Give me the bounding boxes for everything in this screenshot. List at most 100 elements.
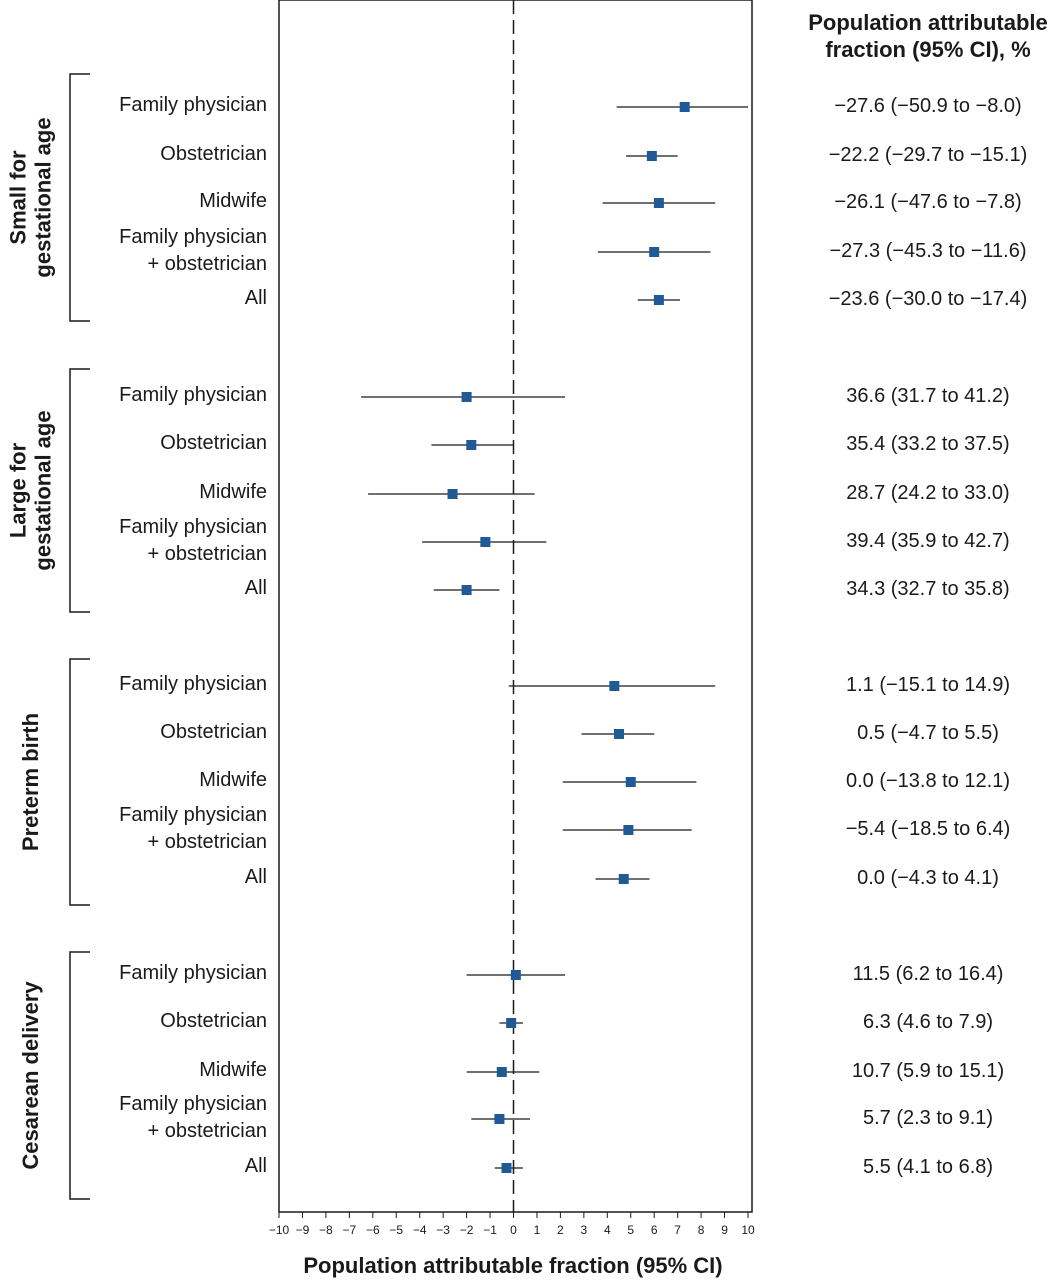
row-label: Family physician bbox=[119, 962, 267, 984]
x-tick-label: 8 bbox=[698, 1223, 705, 1237]
forest-row: Midwife −26.1 (−47.6 to −7.8) bbox=[199, 190, 1021, 213]
row-label: Family physician bbox=[119, 1093, 267, 1115]
row-label: Midwife bbox=[199, 769, 267, 791]
x-tick-label: 4 bbox=[604, 1223, 611, 1237]
row-label: All bbox=[245, 577, 267, 599]
forest-row: Family physician −27.6 (−50.9 to −8.0) bbox=[119, 94, 1022, 117]
group-bracket bbox=[69, 658, 90, 906]
point-estimate-marker bbox=[679, 102, 690, 112]
point-estimate-marker bbox=[625, 777, 636, 787]
point-estimate-marker bbox=[494, 1114, 505, 1124]
row-label: Family physician bbox=[119, 673, 267, 695]
x-tick-label: 6 bbox=[651, 1223, 658, 1237]
pafv-value: 35.4 (33.2 to 37.5) bbox=[846, 433, 1009, 455]
group-label: Small forgestational age bbox=[6, 117, 56, 277]
row-label: + obstetrician bbox=[147, 543, 267, 565]
x-axis-title: Population attributable fraction (95% CI… bbox=[303, 1253, 722, 1278]
point-estimate-marker bbox=[653, 198, 664, 208]
pafv-value: −23.6 (−30.0 to −17.4) bbox=[829, 288, 1028, 310]
forest-row: All −23.6 (−30.0 to −17.4) bbox=[245, 287, 1027, 310]
forest-row: Family physician + obstetrician −27.3 (−45… bbox=[119, 226, 1026, 275]
pafv-value: 0.0 (−4.3 to 4.1) bbox=[857, 867, 999, 889]
row-label: Family physician bbox=[119, 94, 267, 116]
row-label: + obstetrician bbox=[147, 1120, 267, 1142]
group: Cesarean delivery Family physician 11.5 (6… bbox=[18, 951, 1004, 1200]
point-estimate-marker bbox=[646, 151, 657, 161]
groups: Small forgestational age Family physician… bbox=[6, 73, 1027, 1200]
pafv-value: 36.6 (31.7 to 41.2) bbox=[846, 385, 1009, 407]
row-label: Midwife bbox=[199, 481, 267, 503]
pafv-value: 28.7 (24.2 to 33.0) bbox=[846, 482, 1009, 504]
pafv-value: −22.2 (−29.7 to −15.1) bbox=[829, 144, 1028, 166]
x-tick-label: −4 bbox=[413, 1223, 427, 1237]
x-tick-label: 2 bbox=[557, 1223, 564, 1237]
group: Small forgestational age Family physician… bbox=[6, 73, 1027, 322]
pafv-value: 11.5 (6.2 to 16.4) bbox=[853, 963, 1004, 985]
row-label: + obstetrician bbox=[147, 831, 267, 853]
forest-row: Family physician 1.1 (−15.1 to 14.9) bbox=[119, 673, 1010, 696]
row-label: All bbox=[245, 1155, 267, 1177]
point-estimate-marker bbox=[649, 247, 660, 257]
forest-row: All 5.5 (4.1 to 6.8) bbox=[245, 1155, 993, 1178]
forest-row: Obstetrician 35.4 (33.2 to 37.5) bbox=[160, 432, 1009, 455]
group-label: Cesarean delivery bbox=[18, 981, 43, 1170]
point-estimate-marker bbox=[496, 1067, 507, 1077]
pafv-value: −5.4 (−18.5 to 6.4) bbox=[846, 818, 1011, 840]
group-bracket bbox=[69, 368, 90, 613]
row-label: Obstetrician bbox=[160, 143, 267, 165]
group-label-line: gestational age bbox=[31, 410, 56, 570]
point-estimate-marker bbox=[461, 392, 472, 402]
x-tick-label: −10 bbox=[269, 1223, 290, 1237]
x-tick-label: −2 bbox=[460, 1223, 474, 1237]
x-tick-label: −1 bbox=[483, 1223, 497, 1237]
forest-row: Family physician + obstetrician −5.4 (−18.… bbox=[119, 804, 1010, 853]
forest-row: Family physician 36.6 (31.7 to 41.2) bbox=[119, 384, 1010, 407]
forest-row: Midwife 0.0 (−13.8 to 12.1) bbox=[199, 769, 1010, 792]
group-label: Preterm birth bbox=[18, 713, 43, 851]
row-label: Midwife bbox=[199, 1059, 267, 1081]
point-estimate-marker bbox=[609, 681, 620, 691]
pafv-value: 39.4 (35.9 to 42.7) bbox=[846, 530, 1009, 552]
point-estimate-marker bbox=[466, 440, 477, 450]
row-label: All bbox=[245, 287, 267, 309]
pafv-value: 0.5 (−4.7 to 5.5) bbox=[857, 722, 999, 744]
pafv-column-title-line: Population attributable bbox=[808, 10, 1048, 35]
forest-row: Obstetrician −22.2 (−29.7 to −15.1) bbox=[160, 143, 1027, 166]
group-bracket bbox=[69, 951, 90, 1200]
x-tick-label: −8 bbox=[319, 1223, 333, 1237]
group-bracket bbox=[69, 73, 90, 322]
row-label: Family physician bbox=[119, 384, 267, 406]
forest-row: Family physician + obstetrician 5.7 (2.3 t… bbox=[119, 1093, 993, 1142]
forest-row: Midwife 10.7 (5.9 to 15.1) bbox=[199, 1059, 1004, 1082]
pafv-value: −27.3 (−45.3 to −11.6) bbox=[829, 240, 1026, 262]
x-tick-label: 9 bbox=[721, 1223, 728, 1237]
row-label: Family physician bbox=[119, 226, 267, 248]
x-tick-label: 1 bbox=[534, 1223, 541, 1237]
forest-row: Midwife 28.7 (24.2 to 33.0) bbox=[199, 481, 1010, 504]
point-estimate-marker bbox=[618, 874, 629, 884]
pafv-value: −26.1 (−47.6 to −7.8) bbox=[834, 191, 1021, 213]
pafv-value: 6.3 (4.6 to 7.9) bbox=[863, 1011, 993, 1033]
point-estimate-marker bbox=[614, 729, 625, 739]
forest-row: Obstetrician 0.5 (−4.7 to 5.5) bbox=[160, 721, 999, 744]
group-label-line: gestational age bbox=[31, 117, 56, 277]
forest-row: Family physician + obstetrician 39.4 (35.9… bbox=[119, 516, 1010, 565]
point-estimate-marker bbox=[501, 1163, 512, 1173]
x-tick-label: −9 bbox=[296, 1223, 310, 1237]
x-axis: −10 −9 −8 −7 −6 −5 −4 −3 −2 −1 0 1 2 3 4 5 6 7 8 9 10 bbox=[269, 1212, 755, 1237]
pafv-value: 5.5 (4.1 to 6.8) bbox=[863, 1156, 993, 1178]
plot-frame bbox=[278, 0, 753, 1213]
row-label: + obstetrician bbox=[147, 253, 267, 275]
pafv-value: 10.7 (5.9 to 15.1) bbox=[852, 1060, 1004, 1082]
pafv-value: 34.3 (32.7 to 35.8) bbox=[846, 578, 1009, 600]
x-tick-label: −7 bbox=[343, 1223, 357, 1237]
group-label-line: Preterm birth bbox=[18, 713, 43, 851]
x-tick-label: 5 bbox=[627, 1223, 634, 1237]
group-label-line: Large for bbox=[6, 442, 31, 538]
x-tick-label: −6 bbox=[366, 1223, 380, 1237]
point-estimate-marker bbox=[510, 970, 521, 980]
forest-row: All 0.0 (−4.3 to 4.1) bbox=[245, 866, 999, 889]
pafv-column-title-line: fraction (95% CI), % bbox=[825, 37, 1030, 62]
forest-row: Obstetrician 6.3 (4.6 to 7.9) bbox=[160, 1010, 993, 1033]
